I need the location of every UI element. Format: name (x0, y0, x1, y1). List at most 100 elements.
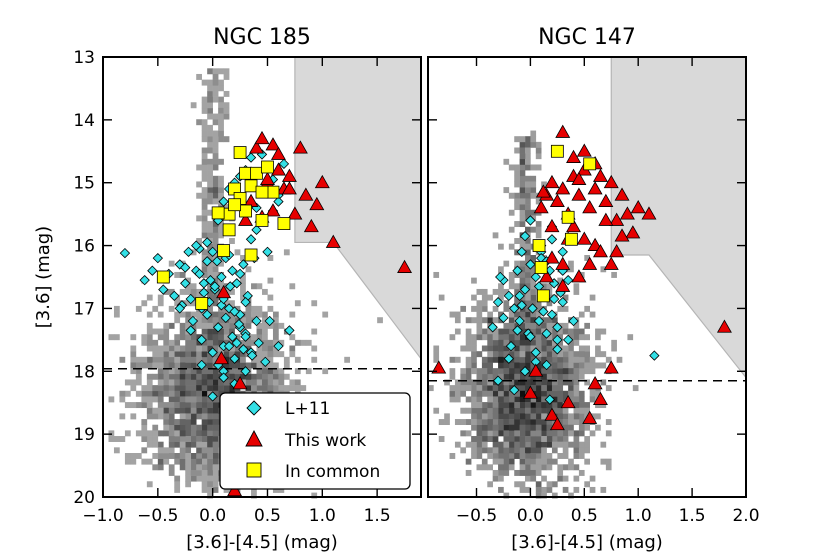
density-cell (207, 271, 213, 278)
density-cell (535, 339, 542, 346)
density-cell (535, 492, 542, 499)
density-cell (503, 385, 510, 392)
density-cell (108, 430, 115, 437)
density-cell (460, 430, 467, 437)
density-cell (460, 373, 467, 380)
density-cell (163, 328, 170, 335)
density-cell (530, 283, 537, 290)
density-cell (481, 424, 488, 431)
density-cell (212, 402, 219, 409)
point-this-work (598, 193, 614, 207)
density-cell (251, 305, 257, 312)
density-cell (568, 345, 574, 352)
x-tick-label: 1.5 (364, 506, 391, 526)
point-l11 (238, 344, 249, 355)
density-cell (201, 232, 208, 239)
density-cell (530, 453, 537, 459)
density-cell (546, 481, 553, 488)
density-cell (146, 413, 153, 420)
density-cell (519, 430, 526, 437)
point-l11 (519, 284, 531, 295)
density-cell (196, 322, 202, 329)
density-cell (525, 345, 531, 352)
density-cell (530, 328, 537, 335)
density-cell (519, 181, 526, 188)
density-cell (251, 311, 257, 318)
density-cell (267, 345, 274, 352)
density-cell (190, 436, 197, 442)
density-cell (584, 447, 590, 454)
density-cell (174, 407, 181, 414)
density-cell (562, 390, 569, 397)
density-cell (311, 492, 318, 499)
density-cell (562, 328, 569, 335)
density-cell (519, 198, 526, 205)
density-cell (185, 458, 192, 465)
density-cell (201, 469, 208, 476)
density-cell (294, 385, 301, 392)
density-cell (460, 379, 467, 386)
density-cell (492, 288, 499, 295)
point-l11 (240, 296, 251, 308)
density-cell (179, 334, 186, 341)
density-cell (251, 492, 257, 499)
density-cell (207, 464, 213, 471)
density-cell (578, 413, 585, 420)
density-cell (551, 362, 558, 369)
density-cell (476, 436, 483, 442)
density-cell (141, 458, 148, 465)
point-l11 (207, 246, 218, 258)
density-cell (212, 119, 219, 126)
density-cell (487, 339, 493, 346)
density-cell (119, 413, 126, 420)
point-this-work (265, 203, 281, 217)
density-cell (535, 311, 542, 318)
density-cell (578, 311, 585, 318)
point-l11 (207, 391, 218, 402)
density-cell (465, 407, 472, 414)
density-cell (535, 441, 542, 448)
density-cell (525, 153, 531, 160)
density-cell (289, 379, 296, 386)
density-cell (272, 379, 279, 386)
density-cell (481, 447, 488, 454)
density-cell (492, 453, 499, 459)
density-cell (514, 136, 520, 143)
density-cell (152, 385, 159, 392)
density-cell (135, 368, 142, 375)
density-cell (294, 339, 301, 346)
density-cell (141, 424, 148, 431)
density-cell (530, 475, 537, 482)
density-map-ngc185 (108, 68, 383, 499)
density-cell (185, 379, 192, 386)
density-cell (541, 453, 547, 459)
density-cell (234, 345, 241, 352)
density-cell (201, 356, 208, 363)
density-cell (498, 453, 504, 459)
density-cell (212, 430, 219, 437)
density-cell (185, 424, 192, 431)
density-cell (207, 147, 213, 154)
density-cell (465, 356, 472, 363)
density-cell (201, 266, 208, 273)
density-cell (471, 351, 477, 358)
density-cell (562, 419, 569, 426)
density-cell (519, 402, 526, 409)
density-cell (584, 368, 590, 375)
density-cell (503, 373, 510, 380)
density-cell (207, 260, 213, 267)
density-cell (498, 339, 504, 346)
density-cell (498, 288, 504, 295)
density-cell (519, 436, 526, 442)
density-cell (476, 419, 483, 426)
density-cell (190, 249, 197, 256)
density-cell (578, 453, 585, 459)
point-this-work (603, 174, 619, 189)
density-cell (568, 464, 574, 471)
density-cell (152, 305, 159, 312)
density-cell (530, 458, 537, 465)
density-cell (196, 475, 202, 482)
density-cell (207, 232, 213, 239)
density-cell (201, 198, 208, 205)
